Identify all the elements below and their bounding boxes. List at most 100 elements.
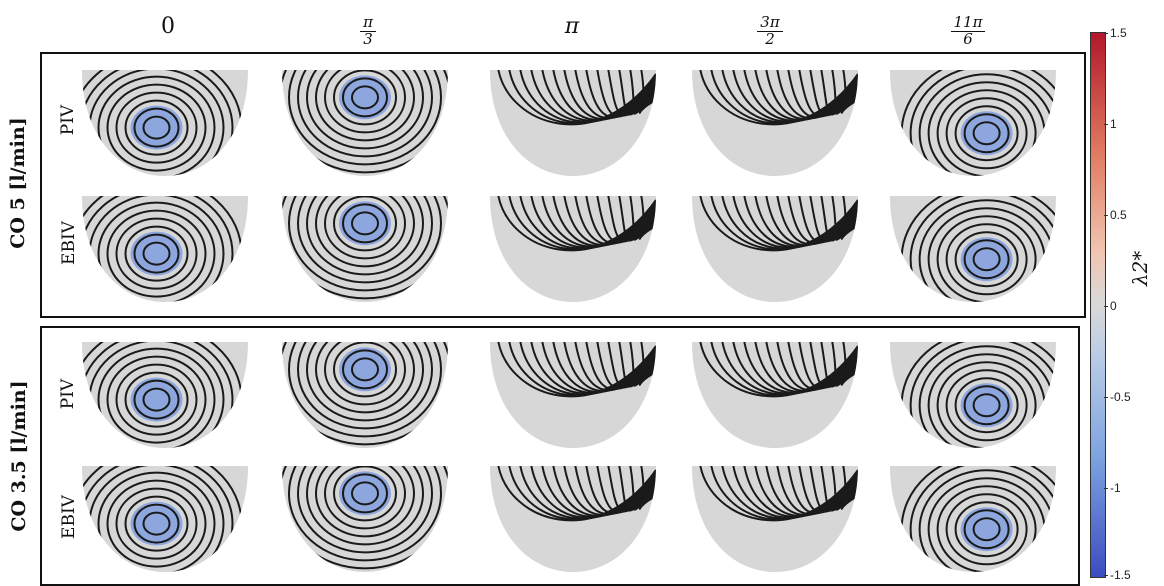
streamline	[324, 196, 406, 260]
streamline	[306, 466, 424, 546]
streamline	[618, 466, 656, 512]
vortex-core	[339, 347, 391, 392]
streamline	[765, 342, 858, 392]
streamline	[963, 385, 1010, 426]
streamline	[97, 471, 216, 572]
streamline	[963, 509, 1010, 550]
streamline-panel	[490, 70, 656, 176]
streamline	[909, 196, 1056, 302]
streamline-panel	[82, 342, 248, 448]
streamline	[936, 215, 1037, 302]
streamline	[945, 97, 1028, 170]
streamline	[820, 466, 858, 512]
streamline	[638, 196, 656, 240]
colorbar	[1090, 32, 1106, 578]
streamline	[297, 342, 433, 430]
streamline	[563, 196, 656, 246]
streamline	[954, 231, 1019, 288]
streamline	[743, 342, 858, 394]
streamline	[840, 70, 858, 114]
streamline	[97, 75, 216, 176]
streamline	[106, 355, 207, 444]
streamline	[618, 70, 656, 116]
streamline	[776, 466, 858, 515]
streamline	[732, 466, 858, 519]
column-header-1: π 3	[328, 8, 408, 48]
streamline	[963, 239, 1010, 280]
streamline	[638, 466, 656, 510]
fraction-numerator: 11π	[950, 14, 986, 32]
streamline	[297, 466, 433, 554]
column-header-4: 11π 6	[928, 8, 1008, 48]
streamline	[351, 357, 379, 382]
streamline	[596, 196, 656, 244]
streamline	[732, 342, 858, 395]
streamline	[97, 347, 216, 448]
streamline	[133, 107, 180, 148]
column-header-0-text: 0	[161, 14, 175, 39]
vortex-core	[130, 105, 183, 150]
streamline	[765, 70, 858, 120]
row-label-ebiv-2: EBIV	[59, 495, 79, 539]
streamline	[909, 342, 1056, 448]
streamline-panel	[692, 342, 858, 448]
streamline	[541, 466, 656, 518]
vortex-core	[339, 201, 391, 246]
streamline	[798, 70, 858, 118]
streamline	[530, 466, 656, 519]
streamline	[342, 77, 388, 118]
streamline	[820, 196, 858, 242]
streamline	[82, 70, 234, 176]
streamline	[530, 70, 656, 123]
streamline	[97, 201, 216, 302]
streamline	[909, 466, 1056, 572]
streamline	[342, 473, 388, 514]
streamline	[82, 196, 234, 302]
streamline	[798, 342, 858, 390]
row-label-ebiv-1: EBIV	[59, 221, 79, 265]
streamline	[798, 196, 858, 244]
vortex-core	[339, 471, 391, 516]
streamline	[124, 99, 189, 156]
streamline	[840, 342, 858, 386]
streamline	[530, 342, 656, 395]
colorbar-title: λ2*	[1128, 250, 1152, 286]
streamline	[106, 83, 207, 172]
streamline	[638, 70, 656, 114]
colorbar-tick: 0	[1104, 299, 1117, 313]
streamline-panel	[890, 466, 1056, 572]
streamline	[115, 217, 198, 290]
streamline	[945, 493, 1028, 566]
streamline	[721, 70, 858, 124]
streamline	[288, 342, 442, 438]
fraction: π 3	[360, 14, 376, 48]
vortex-core	[130, 501, 183, 546]
vortex-core	[339, 75, 391, 120]
streamline	[306, 70, 424, 150]
group-frame-co5	[40, 52, 1086, 318]
streamline	[142, 241, 171, 266]
streamline	[963, 113, 1010, 154]
streamline	[638, 342, 656, 386]
streamline	[333, 70, 397, 126]
group-label-co3-5: CO 3.5 [l/min]	[8, 380, 30, 532]
fraction-denominator: 3	[363, 29, 373, 48]
streamline	[596, 466, 656, 514]
vessel-cross-section	[282, 196, 448, 302]
streamline	[115, 91, 198, 164]
streamline	[754, 466, 858, 517]
colorbar-tick: 0.5	[1104, 208, 1127, 222]
streamline	[754, 70, 858, 121]
streamline	[972, 121, 1001, 146]
streamline	[288, 70, 442, 166]
streamline	[574, 342, 656, 391]
streamline	[282, 196, 448, 300]
column-header-3: 3π 2	[730, 8, 810, 48]
streamline	[282, 70, 448, 174]
streamline	[519, 466, 656, 520]
streamline	[519, 196, 656, 250]
streamline	[743, 70, 858, 122]
streamline	[596, 70, 656, 118]
streamline	[315, 342, 415, 414]
streamline	[754, 196, 858, 247]
